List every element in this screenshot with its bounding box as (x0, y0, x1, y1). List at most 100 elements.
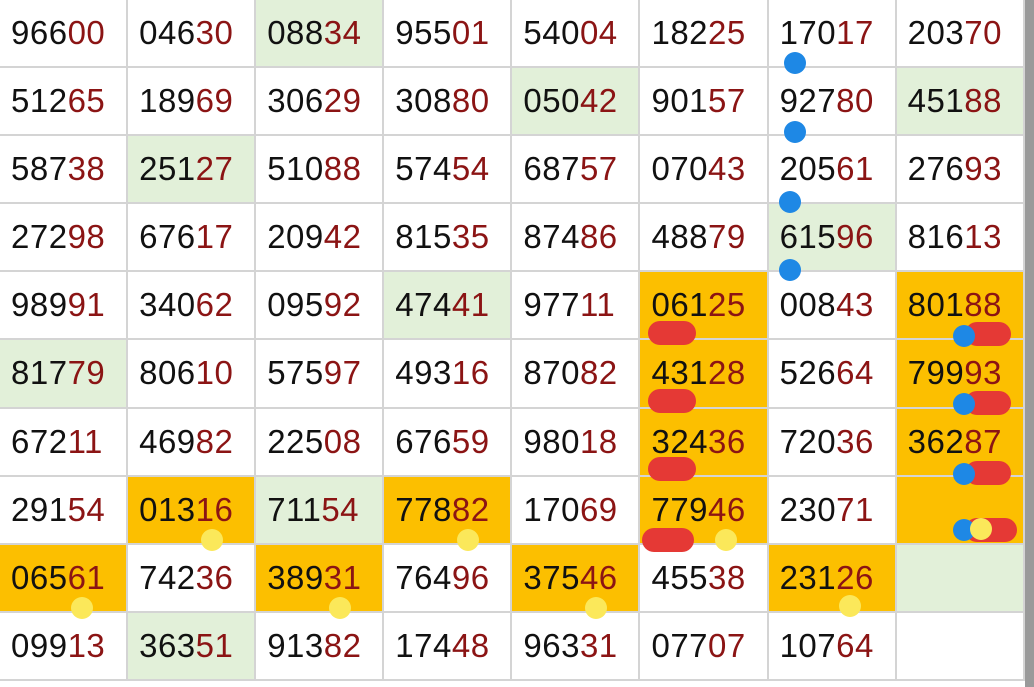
number-cell[interactable]: 81535 (384, 204, 513, 273)
number-cell[interactable]: 04630 (128, 0, 257, 69)
number-tail: 70 (964, 14, 1002, 51)
number-cell[interactable]: 25127 (128, 136, 257, 205)
number-cell[interactable]: 95501 (384, 0, 513, 69)
number-cell[interactable]: 92780 (768, 68, 897, 137)
number-cell[interactable]: 52664 (768, 340, 897, 409)
number-cell[interactable]: 01316 (128, 476, 257, 545)
number-cell[interactable]: 77882 (384, 476, 513, 545)
number-cell[interactable]: 17448 (384, 612, 513, 681)
blue-dot-marker (953, 325, 975, 347)
number-cell[interactable]: 96331 (512, 612, 641, 681)
number-head: 779 (651, 490, 709, 528)
number-cell[interactable]: 98991 (0, 272, 129, 341)
number-cell[interactable]: 23071 (768, 476, 897, 545)
number-tail: 79 (67, 354, 106, 392)
number-cell[interactable]: 58738 (0, 136, 129, 205)
number-cell[interactable]: 45188 (896, 68, 1025, 137)
number-cell[interactable]: 05042 (512, 68, 641, 137)
number-cell[interactable]: 90157 (640, 68, 769, 137)
number-cell[interactable]: 68757 (512, 136, 641, 205)
number-cell[interactable]: 80610 (128, 340, 257, 409)
number-head: 816 (907, 218, 965, 256)
number-tail: 59 (451, 422, 490, 460)
number-cell[interactable]: 46982 (128, 408, 257, 477)
number-cell[interactable]: 09592 (256, 272, 385, 341)
number-head: 963 (523, 626, 580, 664)
number-cell[interactable]: 36351 (128, 612, 257, 681)
number-cell[interactable]: 08834 (256, 0, 385, 69)
number-tail: 82 (195, 422, 234, 460)
number-cell[interactable]: 51265 (0, 68, 129, 137)
number-cell[interactable]: 67211 (0, 408, 129, 477)
number-tail: 34 (323, 14, 362, 51)
number-head: 778 (395, 490, 452, 528)
number-cell[interactable]: 20942 (256, 204, 385, 273)
number-cell[interactable]: 91382 (256, 612, 385, 681)
number-cell[interactable]: 30629 (256, 68, 385, 137)
number-cell[interactable]: 57597 (256, 340, 385, 409)
number-cell[interactable]: 09913 (0, 612, 129, 681)
number-cell[interactable]: 29154 (0, 476, 129, 545)
number-cell[interactable]: 07043 (640, 136, 769, 205)
number-cell[interactable]: 20370 (896, 0, 1025, 69)
number-cell[interactable]: 48879 (640, 204, 769, 273)
number-cell[interactable]: 76496 (384, 544, 513, 613)
number-tail: 82 (451, 490, 490, 528)
number-head: 575 (267, 354, 324, 392)
number-cell[interactable]: 06561 (0, 544, 129, 613)
number-cell[interactable]: 71154 (256, 476, 385, 545)
blue-dot-marker (784, 52, 806, 74)
number-tail: 07 (708, 626, 746, 664)
number-head: 901 (651, 82, 709, 120)
number-head: 799 (907, 354, 965, 392)
number-tail: 88 (964, 286, 1002, 324)
number-cell[interactable]: 23126 (768, 544, 897, 613)
number-cell[interactable]: 17069 (512, 476, 641, 545)
number-tail: 35 (451, 218, 490, 256)
number-cell[interactable]: 67617 (128, 204, 257, 273)
number-cell[interactable]: 49316 (384, 340, 513, 409)
number-cell[interactable] (896, 544, 1025, 613)
number-cell[interactable]: 87486 (512, 204, 641, 273)
number-cell[interactable]: 96600 (0, 0, 129, 69)
number-tail: 86 (579, 218, 618, 256)
number-cell[interactable]: 54004 (512, 0, 641, 69)
number-cell[interactable]: 27298 (0, 204, 129, 273)
number-tail: 31 (579, 626, 618, 664)
number-cell[interactable]: 22508 (256, 408, 385, 477)
number-head: 672 (11, 422, 68, 460)
number-cell[interactable] (896, 612, 1025, 681)
number-cell[interactable]: 67659 (384, 408, 513, 477)
number-cell[interactable]: 72036 (768, 408, 897, 477)
number-cell[interactable]: 61596 (768, 204, 897, 273)
number-tail: 96 (836, 218, 874, 256)
number-head: 225 (267, 422, 324, 460)
number-cell[interactable]: 00843 (768, 272, 897, 341)
number-cell[interactable]: 81613 (896, 204, 1025, 273)
number-cell[interactable]: 30880 (384, 68, 513, 137)
number-tail: 51 (195, 626, 234, 664)
number-cell[interactable]: 74236 (128, 544, 257, 613)
number-cell[interactable]: 81779 (0, 340, 129, 409)
number-cell[interactable]: 57454 (384, 136, 513, 205)
number-cell[interactable]: 10764 (768, 612, 897, 681)
number-tail: 28 (708, 354, 746, 392)
number-cell[interactable]: 38931 (256, 544, 385, 613)
number-cell[interactable]: 18225 (640, 0, 769, 69)
number-cell[interactable]: 34062 (128, 272, 257, 341)
number-cell[interactable]: 18969 (128, 68, 257, 137)
number-head: 676 (395, 422, 452, 460)
number-cell[interactable]: 51088 (256, 136, 385, 205)
number-cell[interactable]: 97711 (512, 272, 641, 341)
number-cell[interactable]: 98018 (512, 408, 641, 477)
number-cell[interactable]: 45538 (640, 544, 769, 613)
number-cell[interactable]: 87082 (512, 340, 641, 409)
scrollbar[interactable] (1025, 0, 1034, 687)
number-cell[interactable]: 07707 (640, 612, 769, 681)
number-tail: 82 (323, 626, 362, 664)
number-cell[interactable]: 27693 (896, 136, 1025, 205)
number-cell[interactable]: 37546 (512, 544, 641, 613)
number-head: 389 (267, 558, 324, 596)
number-cell[interactable]: 47441 (384, 272, 513, 341)
number-tail: 42 (323, 218, 362, 256)
